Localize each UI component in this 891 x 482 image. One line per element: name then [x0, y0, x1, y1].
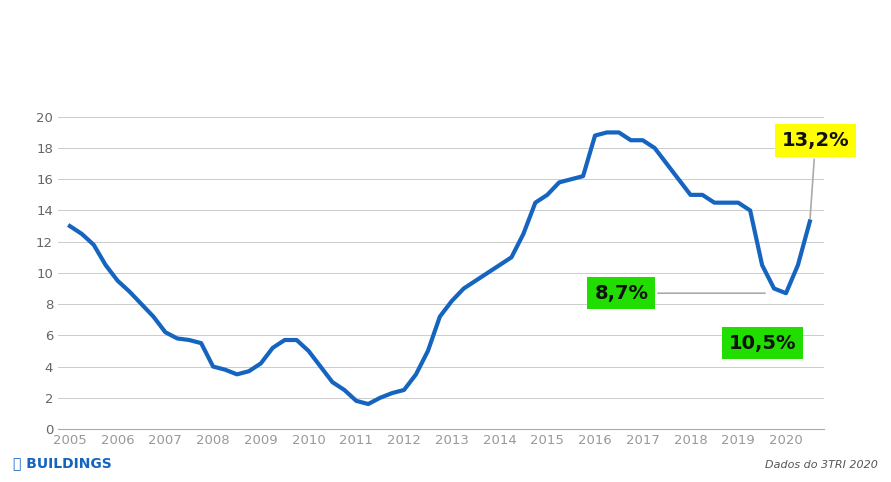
Text: ⬛ BUILDINGS: ⬛ BUILDINGS	[13, 456, 112, 470]
Text: 13,2%: 13,2%	[781, 131, 849, 219]
Text: EVOLUÇÃO DA TAXA DE VACÂNCIA - REGIÕES PRIMÁRIAS: EVOLUÇÃO DA TAXA DE VACÂNCIA - REGIÕES P…	[17, 37, 614, 59]
Text: 8,7%: 8,7%	[594, 284, 765, 303]
Text: 10,5%: 10,5%	[728, 334, 796, 353]
Text: Dados do 3TRI 2020: Dados do 3TRI 2020	[764, 460, 878, 470]
Text: SP: SP	[780, 41, 832, 75]
